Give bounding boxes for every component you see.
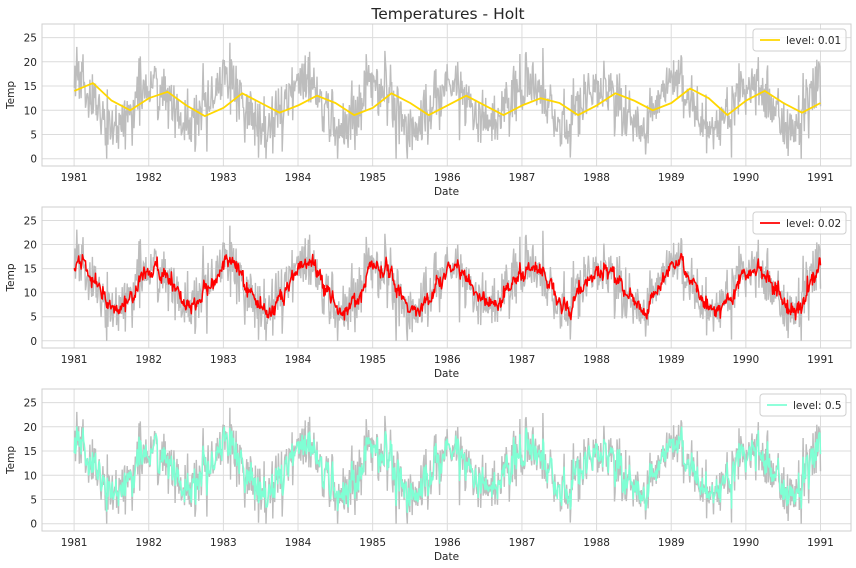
- x-tick-label: 1986: [434, 354, 461, 366]
- x-tick-label: 1986: [434, 172, 461, 184]
- x-tick-label: 1982: [135, 537, 162, 549]
- y-tick-label: 0: [30, 336, 37, 348]
- x-tick-label: 1986: [434, 537, 461, 549]
- x-tick-label: 1983: [210, 354, 237, 366]
- plot-frame: [41, 206, 852, 349]
- chart-title: Temperatures - Holt: [370, 5, 524, 23]
- x-tick-label: 1985: [359, 537, 386, 549]
- x-tick-label: 1984: [285, 354, 312, 366]
- legend-label: level: 0.01: [786, 35, 841, 47]
- y-tick-label: 0: [30, 154, 37, 166]
- x-tick-label: 1989: [658, 354, 685, 366]
- fitted-series-line: [73, 426, 822, 514]
- x-tick-label: 1984: [285, 537, 312, 549]
- x-tick-label: 1989: [658, 172, 685, 184]
- x-tick-label: 1983: [210, 172, 237, 184]
- x-tick-label: 1987: [509, 354, 536, 366]
- x-tick-label: 1982: [135, 354, 162, 366]
- x-tick-label: 1991: [807, 537, 834, 549]
- plot-frame: [41, 388, 852, 532]
- y-tick-label: 20: [24, 422, 37, 434]
- observed-series-line: [73, 42, 822, 159]
- y-tick-label: 25: [24, 215, 37, 227]
- y-axis-label: Temp: [5, 446, 17, 475]
- legend: level: 0.02: [752, 211, 847, 235]
- observed-series-line: [73, 225, 822, 341]
- x-tick-label: 1991: [807, 354, 834, 366]
- legend: level: 0.01: [752, 28, 847, 52]
- legend-box: [752, 211, 847, 235]
- y-tick-label: 15: [24, 81, 37, 93]
- x-tick-label: 1983: [210, 537, 237, 549]
- x-tick-label: 1982: [135, 172, 162, 184]
- x-axis-label: Date: [434, 368, 459, 380]
- x-tick-label: 1988: [583, 354, 610, 366]
- y-tick-label: 5: [30, 494, 37, 506]
- x-tick-label: 1981: [61, 537, 88, 549]
- legend-label: level: 0.5: [793, 400, 842, 412]
- y-tick-label: 5: [30, 129, 37, 141]
- x-tick-label: 1987: [509, 537, 536, 549]
- legend: level: 0.5: [759, 393, 847, 417]
- x-tick-label: 1990: [732, 537, 759, 549]
- y-tick-label: 10: [24, 105, 37, 117]
- x-tick-label: 1985: [359, 354, 386, 366]
- x-tick-label: 1991: [807, 172, 834, 184]
- y-tick-label: 25: [24, 398, 37, 410]
- y-tick-label: 25: [24, 33, 37, 45]
- y-axis-label: Temp: [5, 263, 17, 292]
- x-axis-label: Date: [434, 186, 459, 198]
- x-tick-label: 1990: [732, 354, 759, 366]
- x-tick-label: 1989: [658, 537, 685, 549]
- observed-series-line: [73, 407, 822, 524]
- x-tick-label: 1988: [583, 172, 610, 184]
- y-tick-label: 15: [24, 446, 37, 458]
- y-tick-label: 15: [24, 264, 37, 276]
- y-tick-label: 20: [24, 240, 37, 252]
- y-tick-label: 10: [24, 288, 37, 300]
- x-tick-label: 1988: [583, 537, 610, 549]
- fitted-series-line: [73, 82, 821, 117]
- fitted-series-line: [73, 252, 822, 321]
- y-tick-label: 5: [30, 312, 37, 324]
- panel-3: 1981 1982 1983 1984 1985 1986 1987 1988 1989 1990…: [5, 388, 852, 563]
- panel-1: 1981 1982 1983 1984 1985 1986 1987 1988 1989 1990…: [5, 23, 852, 198]
- y-tick-label: 0: [30, 519, 37, 531]
- y-tick-label: 10: [24, 470, 37, 482]
- legend-label: level: 0.02: [786, 218, 841, 230]
- x-tick-label: 1981: [61, 172, 88, 184]
- panel-2: 1981 1982 1983 1984 1985 1986 1987 1988 1989 1990…: [5, 206, 852, 380]
- x-tick-label: 1981: [61, 354, 88, 366]
- plot-frame: [41, 23, 852, 167]
- x-tick-label: 1990: [732, 172, 759, 184]
- x-tick-label: 1987: [509, 172, 536, 184]
- x-axis-label: Date: [434, 551, 459, 563]
- y-tick-label: 20: [24, 57, 37, 69]
- y-axis-label: Temp: [5, 81, 17, 110]
- x-tick-label: 1985: [359, 172, 386, 184]
- x-tick-label: 1984: [285, 172, 312, 184]
- legend-box: [752, 28, 847, 52]
- legend-box: [759, 393, 847, 417]
